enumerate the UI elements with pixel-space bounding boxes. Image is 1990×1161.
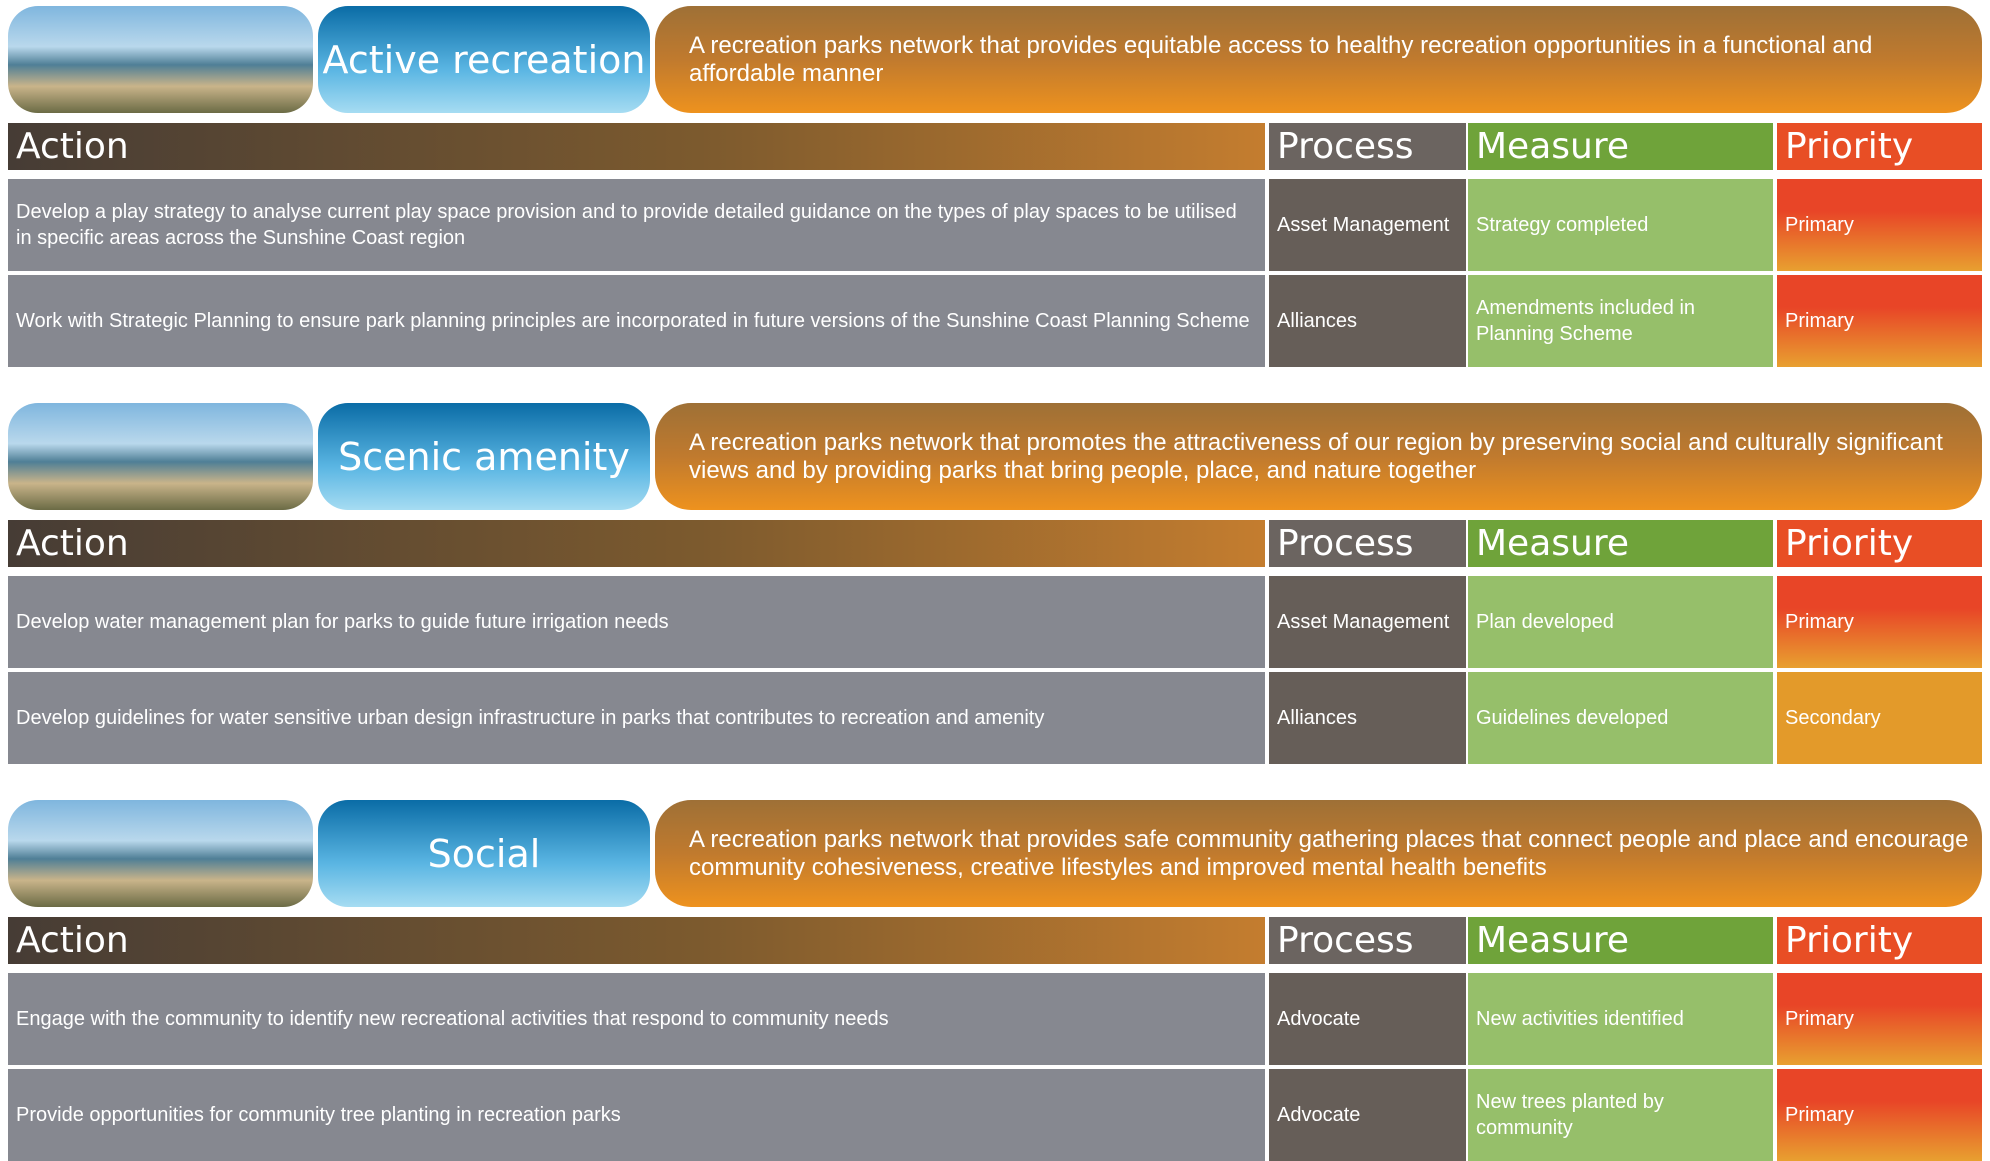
- column-header: Action: [8, 917, 1265, 964]
- column-header: Process: [1269, 917, 1466, 964]
- process-cell: Alliances: [1269, 672, 1466, 764]
- action-cell: Develop guidelines for water sensitive u…: [8, 672, 1265, 764]
- action-cell: Work with Strategic Planning to ensure p…: [8, 275, 1265, 367]
- priority-cell: Primary: [1777, 973, 1982, 1065]
- photo: [8, 800, 313, 907]
- section-title: Scenic amenity: [318, 403, 650, 510]
- process-cell: Advocate: [1269, 973, 1466, 1065]
- column-header: Process: [1269, 123, 1466, 170]
- column-header: Measure: [1468, 123, 1773, 170]
- column-header: Priority: [1777, 123, 1982, 170]
- section-title: Active recreation: [318, 6, 650, 113]
- priority-cell: Secondary: [1777, 672, 1982, 764]
- measure-cell: Guidelines developed: [1468, 672, 1773, 764]
- process-cell: Asset Management: [1269, 179, 1466, 271]
- action-cell: Develop a play strategy to analyse curre…: [8, 179, 1265, 271]
- column-header: Measure: [1468, 520, 1773, 567]
- measure-cell: New trees planted by community: [1468, 1069, 1773, 1161]
- action-cell: Engage with the community to identify ne…: [8, 973, 1265, 1065]
- photo: [8, 403, 313, 510]
- priority-cell: Primary: [1777, 179, 1982, 271]
- measure-cell: Plan developed: [1468, 576, 1773, 668]
- column-header: Process: [1269, 520, 1466, 567]
- measure-cell: Amendments included in Planning Scheme: [1468, 275, 1773, 367]
- process-cell: Asset Management: [1269, 576, 1466, 668]
- priority-cell: Primary: [1777, 576, 1982, 668]
- process-cell: Alliances: [1269, 275, 1466, 367]
- measure-cell: New activities identified: [1468, 973, 1773, 1065]
- action-cell: Develop water management plan for parks …: [8, 576, 1265, 668]
- column-header: Action: [8, 520, 1265, 567]
- section-title: Social: [318, 800, 650, 907]
- priority-cell: Primary: [1777, 275, 1982, 367]
- section-description: A recreation parks network that provides…: [655, 6, 1982, 113]
- column-header: Priority: [1777, 520, 1982, 567]
- column-header: Action: [8, 123, 1265, 170]
- action-cell: Provide opportunities for community tree…: [8, 1069, 1265, 1161]
- photo: [8, 6, 313, 113]
- process-cell: Advocate: [1269, 1069, 1466, 1161]
- section-description: A recreation parks network that provides…: [655, 800, 1982, 907]
- measure-cell: Strategy completed: [1468, 179, 1773, 271]
- column-header: Measure: [1468, 917, 1773, 964]
- priority-cell: Primary: [1777, 1069, 1982, 1161]
- section-description: A recreation parks network that promotes…: [655, 403, 1982, 510]
- column-header: Priority: [1777, 917, 1982, 964]
